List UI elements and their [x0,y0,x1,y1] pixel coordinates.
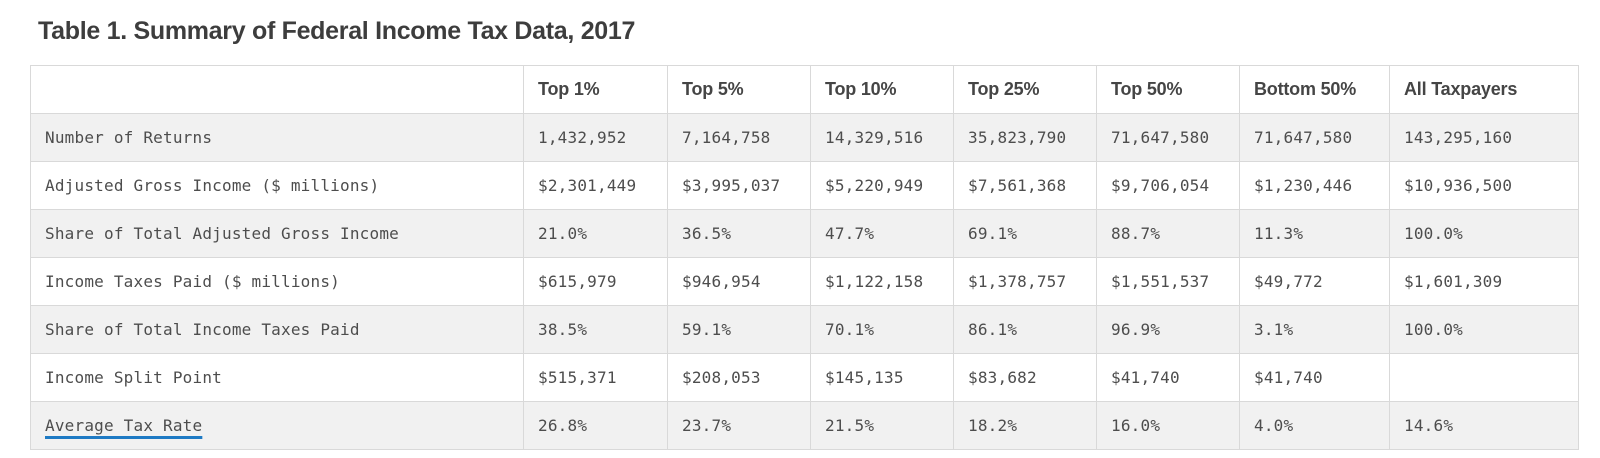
data-cell: $1,551,537 [1096,257,1240,306]
data-cell: 38.5% [523,305,668,354]
data-cell: 100.0% [1389,209,1579,258]
data-cell: $5,220,949 [810,161,954,210]
data-cell: $515,371 [523,353,668,402]
column-header-top-50: Top 50% [1096,65,1240,114]
data-cell: $1,230,446 [1239,161,1390,210]
table-row-income-split-point: Income Split Point $515,371 $208,053 $145,1… [30,353,1579,402]
data-cell: $49,772 [1239,257,1390,306]
table-row-share-of-total-income-taxes-paid: Share of Total Income Taxes Paid 38.5% 59.… [30,305,1579,354]
data-cell: 71,647,580 [1239,113,1390,162]
data-cell: $10,936,500 [1389,161,1579,210]
table-row-adjusted-gross-income-millions: Adjusted Gross Income ($ millions) $2,301… [30,161,1579,210]
row-label-income-split-point: Income Split Point [30,353,524,402]
data-cell: $946,954 [667,257,811,306]
data-cell: 26.8% [523,401,668,450]
data-cell: $41,740 [1239,353,1390,402]
data-cell: 3.1% [1239,305,1390,354]
row-label-share-of-total-adjusted-gross-income: Share of Total Adjusted Gross Income [30,209,524,258]
data-cell: 35,823,790 [953,113,1097,162]
average-tax-rate-term-link[interactable]: Average Tax Rate [45,416,203,435]
row-label-income-taxes-paid-millions: Income Taxes Paid ($ millions) [30,257,524,306]
data-cell: 143,295,160 [1389,113,1579,162]
data-cell: 47.7% [810,209,954,258]
data-cell: 14,329,516 [810,113,954,162]
data-cell: 11.3% [1239,209,1390,258]
data-cell [1389,353,1579,402]
column-header-empty [30,65,524,114]
data-cell: 36.5% [667,209,811,258]
data-cell: $615,979 [523,257,668,306]
data-cell: $1,601,309 [1389,257,1579,306]
data-cell: $2,301,449 [523,161,668,210]
data-cell: 23.7% [667,401,811,450]
data-cell: $7,561,368 [953,161,1097,210]
data-cell: 88.7% [1096,209,1240,258]
data-cell: 14.6% [1389,401,1579,450]
data-cell: 70.1% [810,305,954,354]
row-label-average-tax-rate: Average Tax Rate [30,401,524,450]
data-cell: 7,164,758 [667,113,811,162]
table-row-number-of-returns: Number of Returns 1,432,952 7,164,758 14,32… [30,113,1579,162]
data-cell: 4.0% [1239,401,1390,450]
data-cell: 96.9% [1096,305,1240,354]
data-cell: 71,647,580 [1096,113,1240,162]
data-cell: $145,135 [810,353,954,402]
table-title: Table 1. Summary of Federal Income Tax D… [38,17,636,45]
row-label-number-of-returns: Number of Returns [30,113,524,162]
data-cell: 86.1% [953,305,1097,354]
column-header-top-25: Top 25% [953,65,1097,114]
data-cell: 100.0% [1389,305,1579,354]
row-label-adjusted-gross-income-millions: Adjusted Gross Income ($ millions) [30,161,524,210]
row-label-share-of-total-income-taxes-paid: Share of Total Income Taxes Paid [30,305,524,354]
data-cell: $41,740 [1096,353,1240,402]
table-row-income-taxes-paid-millions: Income Taxes Paid ($ millions) $615,979 $9… [30,257,1579,306]
data-cell: $3,995,037 [667,161,811,210]
column-header-top-5: Top 5% [667,65,811,114]
column-header-bottom-50: Bottom 50% [1239,65,1390,114]
table-row-average-tax-rate: Average Tax Rate 26.8% 23.7% 21.5% 18.2% 16.0… [30,401,1579,450]
data-cell: $1,122,158 [810,257,954,306]
data-cell: 18.2% [953,401,1097,450]
data-cell: $9,706,054 [1096,161,1240,210]
header-row: Top 1% Top 5% Top 10% Top 25% Top 50% Bottom … [30,65,1579,114]
data-cell: 59.1% [667,305,811,354]
data-cell: $208,053 [667,353,811,402]
data-cell: 1,432,952 [523,113,668,162]
data-cell: 21.0% [523,209,668,258]
column-header-top-10: Top 10% [810,65,954,114]
data-cell: 69.1% [953,209,1097,258]
data-cell: 16.0% [1096,401,1240,450]
table-row-share-of-total-adjusted-gross-income: Share of Total Adjusted Gross Income 21.0… [30,209,1579,258]
data-cell: $1,378,757 [953,257,1097,306]
column-header-all-taxpayers: All Taxpayers [1389,65,1579,114]
federal-income-tax-table: Top 1% Top 5% Top 10% Top 25% Top 50% Bottom … [30,65,1579,450]
data-cell: $83,682 [953,353,1097,402]
data-cell: 21.5% [810,401,954,450]
column-header-top-1: Top 1% [523,65,668,114]
